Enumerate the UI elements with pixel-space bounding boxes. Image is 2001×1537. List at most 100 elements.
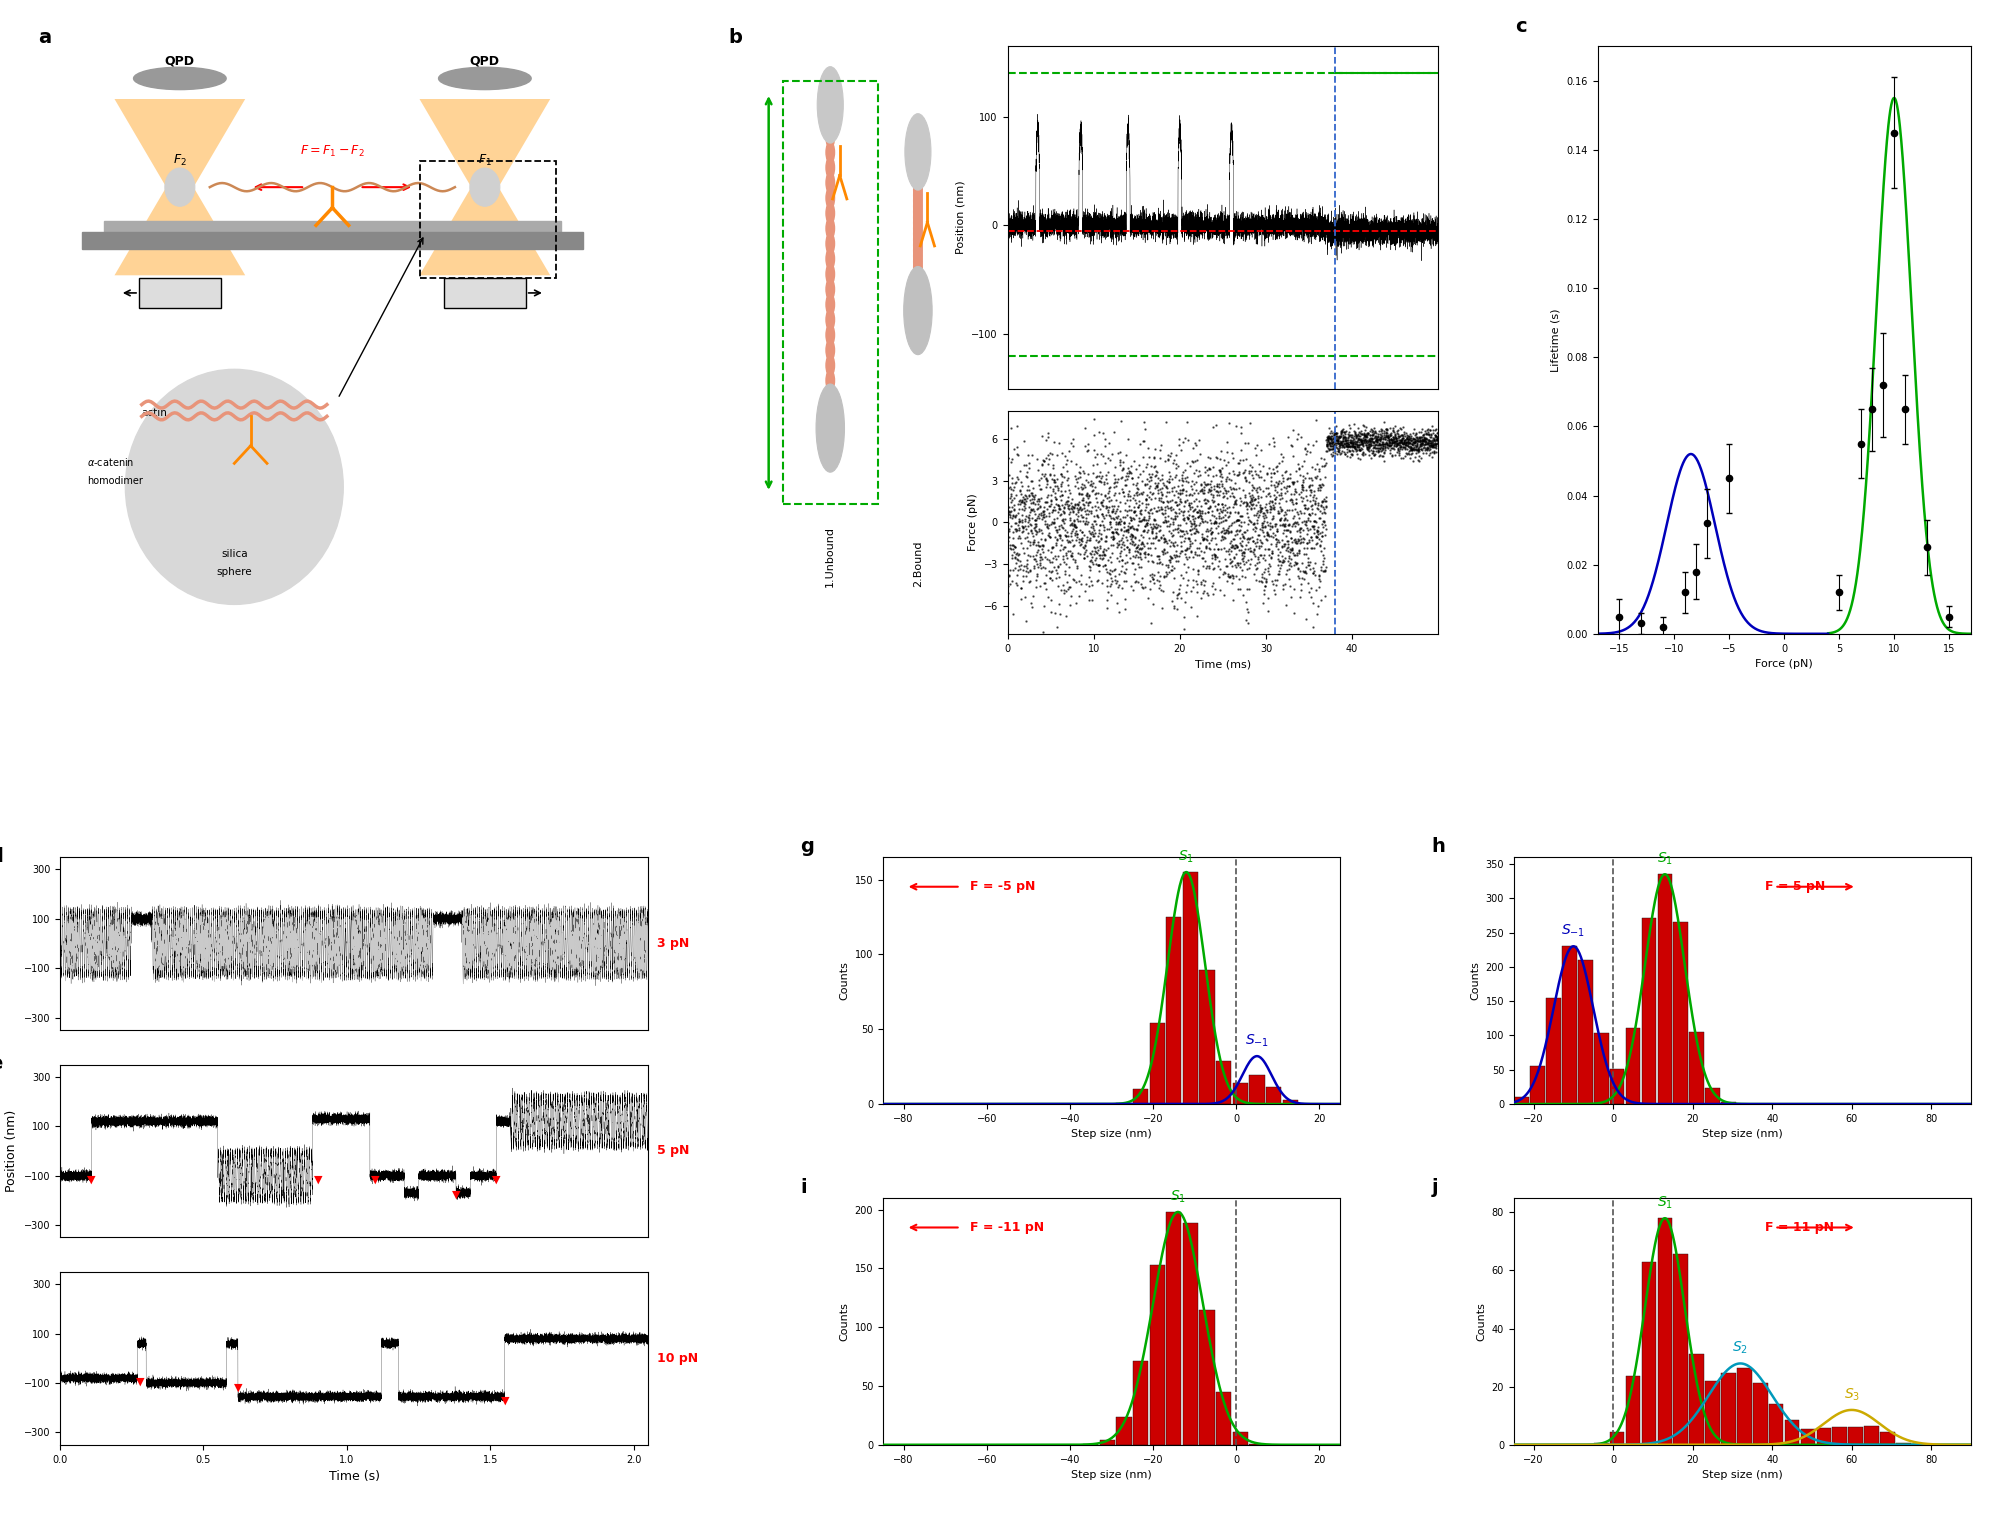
Bar <box>1641 918 1657 1104</box>
Point <box>1233 530 1265 555</box>
Point <box>1303 567 1335 592</box>
Point <box>1237 529 1269 553</box>
Bar <box>1881 1432 1895 1445</box>
Point <box>1337 438 1369 463</box>
Point <box>1233 576 1265 601</box>
Point <box>1077 523 1109 547</box>
Point <box>1125 461 1157 486</box>
Point <box>1077 512 1109 536</box>
Point <box>1353 427 1385 452</box>
Point <box>1415 418 1447 443</box>
Point <box>1013 529 1045 553</box>
Point <box>1245 500 1277 524</box>
Point <box>1121 483 1153 507</box>
Point <box>1111 443 1143 467</box>
Point <box>1073 492 1105 516</box>
Point <box>1393 430 1425 455</box>
Point <box>1147 563 1179 587</box>
Point <box>1301 452 1333 476</box>
Point <box>1409 432 1441 456</box>
Point <box>1123 466 1155 490</box>
Point <box>1089 553 1121 578</box>
Point <box>1027 535 1059 559</box>
Circle shape <box>826 249 834 269</box>
Bar <box>1101 1440 1115 1445</box>
Y-axis label: Counts: Counts <box>1471 961 1481 1001</box>
Point <box>1415 435 1447 460</box>
Point <box>1143 527 1175 552</box>
Point <box>1363 423 1395 447</box>
Point <box>1395 446 1427 470</box>
Point <box>1089 484 1121 509</box>
Point <box>1033 523 1065 547</box>
Point <box>1067 509 1099 533</box>
Point <box>1317 427 1349 452</box>
Point <box>1325 430 1357 455</box>
Bar <box>1657 1219 1673 1445</box>
Point <box>1017 521 1049 546</box>
Point <box>1083 530 1115 555</box>
Point <box>1339 420 1371 444</box>
Point <box>1395 435 1427 460</box>
Point <box>1003 518 1035 543</box>
Point <box>1359 441 1391 466</box>
Point <box>1093 549 1125 573</box>
Point <box>1317 421 1349 446</box>
Point <box>1385 433 1417 458</box>
Point <box>1381 429 1413 453</box>
Point <box>1039 498 1071 523</box>
Point <box>1145 489 1177 513</box>
Point <box>1361 437 1393 461</box>
Point <box>1283 566 1315 590</box>
Point <box>1181 458 1213 483</box>
Point <box>1361 430 1393 455</box>
Point <box>1085 527 1117 552</box>
Point <box>1083 506 1115 530</box>
Point <box>1029 506 1061 530</box>
Point <box>1343 426 1375 450</box>
Point <box>1243 547 1275 572</box>
Point <box>1047 507 1079 532</box>
Point <box>1391 430 1423 455</box>
Point <box>1325 430 1357 455</box>
Point <box>1089 543 1121 567</box>
Point <box>1391 430 1423 455</box>
Point <box>1037 535 1069 559</box>
Point <box>1277 538 1309 563</box>
Point <box>1185 539 1217 564</box>
Point <box>1187 527 1219 552</box>
Point <box>1099 516 1131 541</box>
Point <box>1007 518 1039 543</box>
Point <box>1335 429 1367 453</box>
Point <box>1043 493 1075 518</box>
Point <box>1275 487 1307 512</box>
Point <box>1045 533 1077 558</box>
Point <box>1347 440 1379 464</box>
Point <box>1381 429 1413 453</box>
Point <box>1359 435 1391 460</box>
Point <box>1283 421 1315 446</box>
Point <box>1219 486 1251 510</box>
Point <box>1329 420 1361 444</box>
Point <box>1221 550 1253 575</box>
Point <box>1157 532 1189 556</box>
Point <box>1335 426 1367 450</box>
Point <box>1279 476 1311 501</box>
Point <box>1037 480 1069 504</box>
Point <box>1127 532 1159 556</box>
Point <box>1407 427 1439 452</box>
Point <box>1357 440 1389 464</box>
Point <box>1223 500 1255 524</box>
Point <box>1293 440 1325 464</box>
Point <box>1347 433 1379 458</box>
Point <box>1331 433 1363 458</box>
Point <box>1197 572 1229 596</box>
Point <box>1305 475 1337 500</box>
Point <box>1193 463 1225 487</box>
Point <box>992 495 1025 520</box>
Point <box>994 466 1027 490</box>
Point <box>1323 424 1355 449</box>
Point <box>1013 443 1045 467</box>
Point <box>1031 446 1063 470</box>
Point <box>1303 473 1335 498</box>
